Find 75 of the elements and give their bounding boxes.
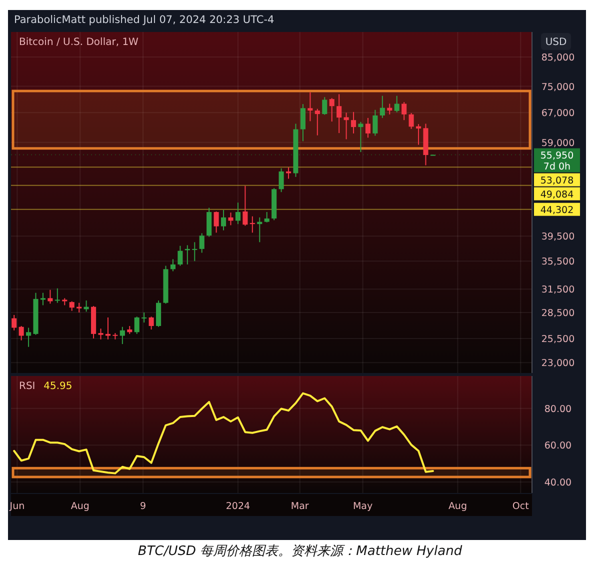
candlestick [192,242,198,262]
text: RSI [19,381,36,392]
candlestick [380,95,385,118]
y-tick-label: 59,000 [541,138,575,149]
y-tick-label: 40.00 [544,477,572,488]
ref-line-label: 44,302 [540,204,574,216]
candlestick [214,210,219,234]
candlestick [372,109,378,136]
candlestick [134,316,140,334]
candlestick [120,326,125,345]
candlestick [18,325,24,341]
candlestick [408,112,414,130]
candlestick [264,212,270,223]
candlestick [98,328,104,340]
candlestick [148,316,154,330]
candlestick [336,94,342,134]
candlestick [156,300,162,328]
line-series [13,392,434,474]
candlestick [48,289,53,304]
candlestick [365,117,370,138]
candlestick [358,121,364,153]
y-tick-label: 75,000 [541,82,575,93]
y-tick-label: 60.00 [544,440,572,452]
candlestick [286,166,292,180]
candlestick [40,292,46,306]
candlestick [300,104,306,142]
candlestick [221,209,226,231]
candlestick [69,300,74,312]
x-tick-label: Jun [8,501,25,512]
candlestick [344,112,349,140]
x-tick-label: May [352,501,373,512]
candlestick [12,314,17,331]
ref-line-label: 53,078 [540,175,574,186]
y-tick-label: 35,500 [541,256,575,268]
y-axis-title: USD [545,37,567,48]
x-tick-label: 2024 [226,501,250,512]
candlestick [308,92,313,122]
x-tick-label: Aug [448,501,467,512]
candlestick [199,232,204,254]
y-tick-label: 31,500 [541,284,575,296]
text: ParabolicMatt published Jul 07, 2024 20:23 UTC-4 [14,14,275,26]
candlestick [228,212,234,226]
legend-label: 49,084 [540,189,574,200]
candlestick [170,258,176,272]
candlestick [54,288,60,304]
candlestick [105,316,111,340]
candlestick [350,111,356,134]
candlestick [322,96,328,116]
candlestick [76,302,82,313]
candlestick [142,312,147,324]
candlestick [394,95,400,113]
y-tick-label: 25,500 [541,334,575,345]
text: Bitcoin / U.S. Dollar, 1W [19,37,139,48]
y-tick-label: 23,000 [541,358,575,370]
candlestick [329,98,334,122]
y-tick-label: 39,500 [541,232,575,243]
candlestick [242,185,248,226]
candlestick [402,102,407,121]
candlestick [314,108,320,136]
y-tick-label: 28,500 [541,308,575,319]
y-tick-label: 80.00 [544,404,572,415]
candlestick [178,245,183,266]
annotation: 45.95 [44,381,72,392]
x-tick-label: Mar [290,501,309,512]
candlestick [206,207,212,238]
x-tick-label: 9 [140,501,146,512]
candlestick [26,327,32,348]
candlestick [278,168,284,193]
text: BTC/USD 每周价格图表。资料来源：Matthew Hyland [138,544,463,559]
candlestick [235,202,240,225]
ref-line-label: 55,950 7d 0h [540,150,574,172]
x-tick-label: Oct [512,501,530,512]
y-tick-label: 67,000 [541,108,575,120]
x-tick-label: Aug [70,501,90,512]
y-tick-label: 85,000 [541,52,575,64]
